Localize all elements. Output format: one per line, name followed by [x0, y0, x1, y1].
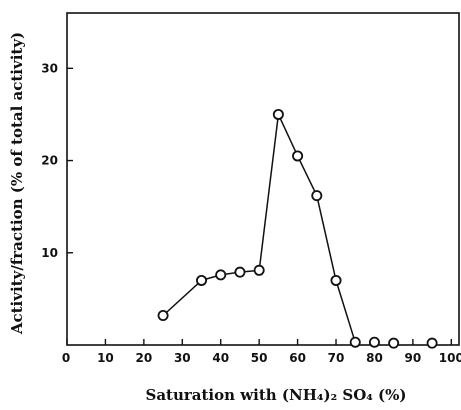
data-point — [349, 336, 361, 348]
data-point — [253, 264, 265, 276]
data-point — [157, 309, 169, 321]
data-points — [157, 108, 438, 349]
x-tick-label: 0 — [62, 351, 70, 365]
x-tick-label: 10 — [97, 351, 114, 365]
data-point — [215, 269, 227, 281]
x-tick-label: 50 — [251, 351, 268, 365]
y-tick-label: 10 — [41, 246, 58, 260]
y-tick-label: 30 — [41, 61, 58, 75]
data-point — [292, 150, 304, 162]
data-point — [426, 337, 438, 349]
x-tick-label: 30 — [174, 351, 191, 365]
series-line-layer — [162, 113, 356, 343]
plot-frame — [66, 12, 460, 346]
tick-labels: 0 10 20 30 40 50 60 70 80 90 100 10 20 30 — [41, 61, 461, 365]
x-tick-label: 70 — [328, 351, 345, 365]
x-axis-label: Saturation with (NH₄)₂ SO₄ (%) — [145, 386, 406, 404]
x-tick-label: 20 — [136, 351, 153, 365]
y-tick-label: 20 — [41, 154, 58, 168]
data-point — [196, 274, 208, 286]
data-point — [330, 274, 342, 286]
data-point — [272, 108, 284, 120]
data-point — [234, 266, 246, 278]
data-point — [388, 337, 400, 349]
x-tick-label: 60 — [289, 351, 306, 365]
data-point — [368, 336, 380, 348]
series-line — [162, 113, 356, 343]
data-point — [311, 190, 323, 202]
tick-marks — [66, 67, 453, 345]
x-tick-label: 90 — [405, 351, 422, 365]
axes — [66, 12, 460, 346]
y-axis-label: Activity/fraction (% of total activity) — [8, 32, 26, 335]
x-tick-label: 100 — [439, 351, 461, 365]
x-tick-label: 80 — [366, 351, 383, 365]
x-tick-label: 40 — [212, 351, 229, 365]
